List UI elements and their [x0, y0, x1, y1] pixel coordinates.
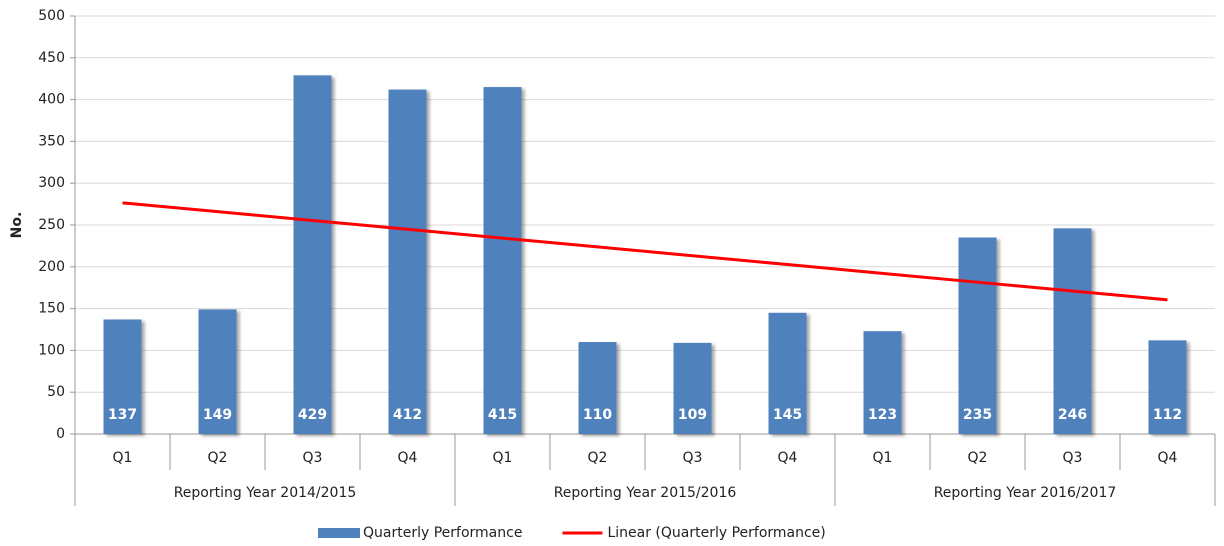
data-label: 110: [583, 407, 612, 423]
y-tick-label: 100: [38, 342, 65, 358]
y-tick-label: 300: [38, 175, 65, 191]
y-tick-label: 150: [38, 301, 65, 317]
bar: [483, 87, 522, 434]
x-tick-label: Q3: [303, 450, 323, 466]
data-label: 149: [203, 407, 232, 423]
x-tick-label: Q1: [493, 450, 513, 466]
data-label: 112: [1153, 407, 1182, 423]
y-tick-label: 200: [38, 259, 65, 275]
x-tick-label: Q1: [873, 450, 893, 466]
bar: [388, 89, 427, 435]
y-tick-label: 350: [38, 133, 65, 149]
x-tick-label: Q4: [778, 450, 798, 466]
data-label: 429: [298, 407, 327, 423]
y-tick-label: 50: [47, 384, 65, 400]
bar: [863, 331, 902, 434]
legend-label: Linear (Quarterly Performance): [607, 525, 825, 541]
data-label: 137: [108, 407, 137, 423]
legend-swatch: [318, 528, 360, 538]
data-label: 412: [393, 407, 422, 423]
bar: [1148, 340, 1187, 434]
y-tick-label: 500: [38, 8, 65, 24]
bar: [673, 342, 712, 434]
bar: [768, 312, 807, 434]
data-label: 415: [488, 407, 517, 423]
trend-line: [122, 201, 1168, 302]
y-tick-label: 250: [38, 217, 65, 233]
bar: [293, 75, 332, 434]
group-label: Reporting Year 2014/2015: [174, 485, 357, 501]
bar: [1053, 228, 1092, 434]
y-axis-title: No.: [9, 212, 25, 239]
data-label: 145: [773, 407, 802, 423]
data-label: 235: [963, 407, 992, 423]
bar: [198, 309, 237, 434]
data-label: 109: [678, 407, 707, 423]
group-label: Reporting Year 2015/2016: [554, 485, 737, 501]
bar: [103, 319, 142, 434]
x-tick-label: Q2: [208, 450, 228, 466]
y-tick-label: 0: [56, 426, 65, 442]
group-label: Reporting Year 2016/2017: [934, 485, 1117, 501]
x-tick-label: Q2: [588, 450, 608, 466]
x-tick-label: Q3: [683, 450, 703, 466]
data-label: 123: [868, 407, 897, 423]
bar: [958, 237, 997, 434]
bar: [578, 342, 617, 434]
x-tick-label: Q4: [398, 450, 418, 466]
x-tick-label: Q2: [968, 450, 988, 466]
x-tick-label: Q3: [1063, 450, 1083, 466]
data-label: 246: [1058, 407, 1087, 423]
x-tick-label: Q4: [1158, 450, 1178, 466]
legend-label: Quarterly Performance: [363, 525, 522, 541]
y-tick-label: 400: [38, 92, 65, 108]
x-tick-label: Q1: [113, 450, 133, 466]
y-tick-label: 450: [38, 50, 65, 66]
